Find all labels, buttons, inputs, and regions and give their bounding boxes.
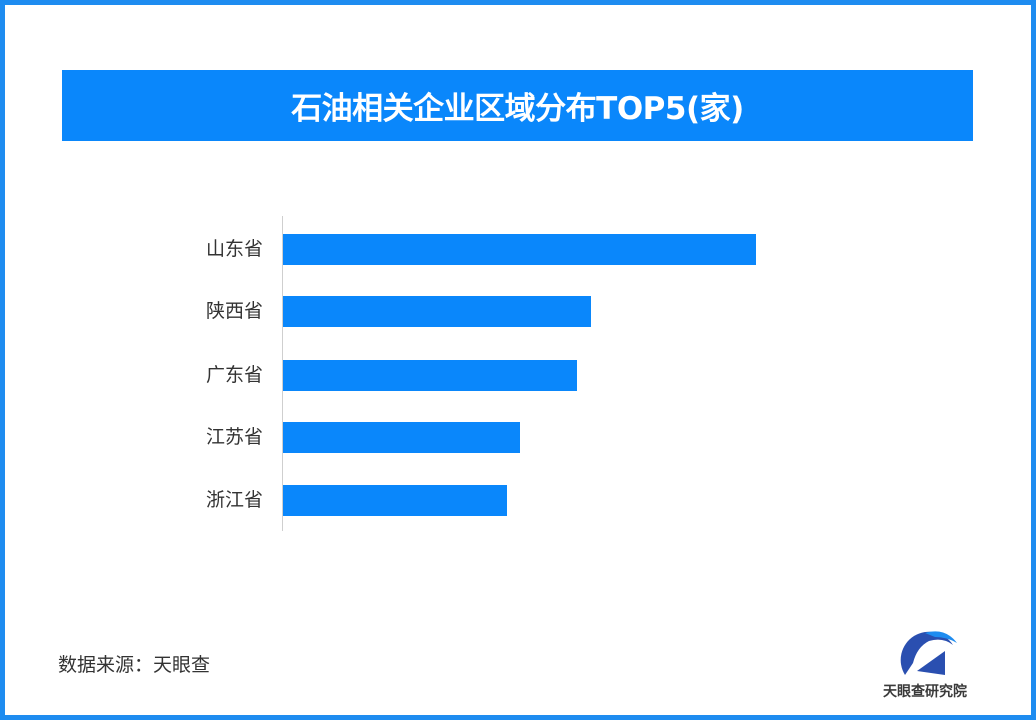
chart-title: 石油相关企业区域分布TOP5(家) bbox=[291, 91, 744, 127]
category-label: 广东省 bbox=[205, 364, 263, 386]
data-source: 数据来源：天眼查 bbox=[58, 654, 211, 676]
bar bbox=[283, 485, 507, 516]
bar bbox=[283, 296, 591, 327]
y-axis-line bbox=[282, 216, 283, 531]
tianyancha-logo-icon bbox=[900, 631, 957, 675]
logo: 天眼查研究院 bbox=[865, 623, 985, 708]
category-label: 山东省 bbox=[205, 238, 263, 260]
logo-text: 天眼查研究院 bbox=[883, 684, 967, 700]
category-label: 陕西省 bbox=[205, 300, 263, 322]
category-label: 浙江省 bbox=[205, 489, 263, 511]
category-label: 江苏省 bbox=[205, 426, 263, 448]
bar bbox=[283, 234, 756, 265]
bar bbox=[283, 422, 520, 453]
bar bbox=[283, 360, 577, 391]
title-banner: 石油相关企业区域分布TOP5(家) bbox=[62, 70, 973, 141]
